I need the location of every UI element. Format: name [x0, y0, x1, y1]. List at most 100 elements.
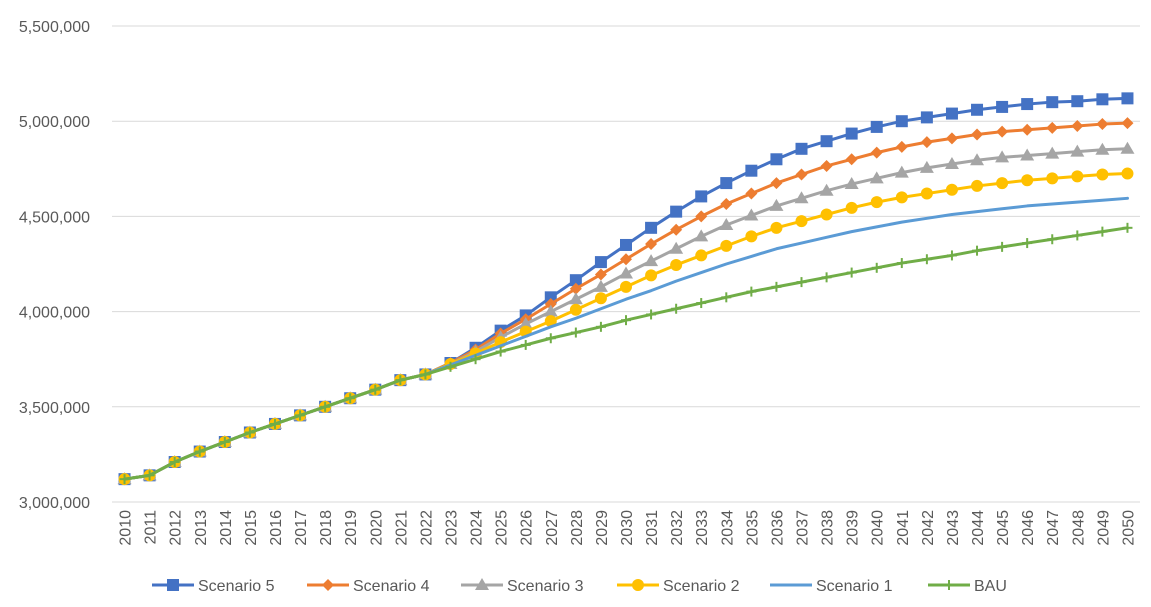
data-point-scenario-2 — [720, 239, 733, 252]
data-point-scenario-2 — [745, 230, 758, 243]
x-tick-label: 2028 — [569, 510, 586, 546]
data-point-scenario-4 — [945, 132, 958, 145]
data-point-bau — [721, 292, 732, 303]
legend-label: BAU — [974, 578, 1007, 595]
data-point-scenario-5 — [1096, 93, 1109, 106]
data-point-bau — [495, 346, 506, 357]
data-point-bau — [144, 470, 155, 481]
data-point-scenario-2 — [971, 179, 984, 192]
legend-item-scenario-5: Scenario 5 — [152, 578, 275, 595]
grid-lines — [112, 25, 1140, 503]
data-point-scenario-2 — [1071, 170, 1084, 183]
x-tick-label: 2013 — [193, 510, 210, 546]
data-point-scenario-5 — [1046, 96, 1059, 109]
data-point-scenario-3 — [894, 165, 909, 178]
series-lines — [117, 92, 1135, 486]
data-point-scenario-3 — [1070, 144, 1085, 157]
data-point-bau — [671, 303, 682, 314]
data-point-bau — [771, 281, 782, 292]
data-point-scenario-3 — [1095, 142, 1110, 155]
series-line-scenario-2 — [123, 172, 1129, 481]
series-scenario-4 — [118, 117, 1134, 486]
data-point-bau — [169, 457, 180, 468]
data-point-scenario-4 — [594, 268, 607, 281]
data-point-bau — [470, 354, 481, 365]
data-point-bau — [345, 393, 356, 404]
x-tick-label: 2032 — [669, 510, 686, 546]
x-tick-label: 2036 — [769, 510, 786, 546]
data-point-scenario-2 — [1096, 168, 1109, 181]
data-point-scenario-3 — [944, 157, 959, 170]
x-tick-label: 2023 — [443, 510, 460, 546]
data-point-scenario-5 — [895, 115, 908, 128]
data-point-bau — [1047, 234, 1058, 245]
data-point-bau — [1072, 230, 1083, 241]
x-tick-label: 2050 — [1120, 510, 1137, 546]
data-point-scenario-2 — [945, 183, 958, 196]
data-point-scenario-3 — [619, 266, 633, 279]
x-tick-label: 2014 — [218, 510, 235, 546]
series-line-bau — [123, 226, 1129, 481]
data-point-scenario-4 — [971, 128, 984, 141]
x-tick-label: 2049 — [1095, 510, 1112, 546]
data-point-scenario-5 — [620, 238, 632, 251]
x-tick-label: 2042 — [920, 510, 937, 546]
x-tick-label: 2019 — [343, 510, 360, 546]
data-point-scenario-5 — [594, 256, 607, 269]
data-point-bau — [119, 474, 130, 485]
x-tick-label: 2043 — [945, 510, 962, 546]
legend: Scenario 5 Scenario 4 Scenario 3 Scenario 2… — [152, 578, 1007, 595]
x-tick-label: 2035 — [744, 510, 761, 546]
data-point-scenario-5 — [1071, 95, 1084, 108]
data-point-scenario-5 — [870, 120, 883, 133]
data-point-bau — [395, 375, 406, 386]
data-point-scenario-3 — [644, 254, 659, 267]
data-point-scenario-4 — [845, 153, 858, 166]
legend-label: Scenario 5 — [198, 578, 275, 595]
legend-item-scenario-3: Scenario 3 — [461, 578, 584, 595]
data-point-scenario-5 — [745, 164, 758, 177]
data-point-scenario-4 — [1096, 118, 1109, 131]
data-point-scenario-4 — [670, 223, 683, 236]
data-point-scenario-4 — [820, 159, 833, 172]
x-tick-label: 2030 — [619, 510, 636, 546]
legend-swatch-marker — [632, 579, 644, 591]
data-point-bau — [370, 384, 381, 395]
data-point-bau — [219, 437, 230, 448]
data-point-scenario-4 — [770, 177, 783, 190]
data-point-bau — [244, 427, 255, 438]
data-point-scenario-4 — [1121, 117, 1134, 130]
data-point-scenario-4 — [870, 146, 883, 159]
data-point-bau — [445, 361, 456, 372]
data-point-scenario-4 — [1021, 123, 1034, 136]
data-point-scenario-4 — [1046, 121, 1059, 134]
legend-label: Scenario 2 — [663, 578, 740, 595]
x-tick-label: 2046 — [1020, 510, 1037, 546]
data-point-scenario-2 — [594, 292, 607, 305]
data-point-scenario-4 — [795, 168, 808, 181]
data-point-scenario-5 — [695, 190, 708, 203]
data-point-bau — [295, 410, 306, 421]
data-point-bau — [1022, 238, 1033, 249]
y-tick-label: 5,000,000 — [19, 114, 90, 131]
data-point-scenario-3 — [543, 304, 558, 317]
series-scenario-3 — [117, 141, 1135, 485]
data-point-scenario-4 — [645, 238, 658, 251]
data-point-scenario-3 — [669, 241, 684, 254]
data-point-scenario-3 — [769, 198, 784, 211]
data-point-scenario-5 — [971, 103, 984, 116]
data-point-scenario-3 — [1020, 148, 1035, 161]
legend-swatch-marker — [475, 578, 489, 590]
data-point-scenario-3 — [1120, 141, 1135, 154]
data-point-scenario-2 — [920, 187, 933, 200]
data-point-scenario-4 — [620, 253, 632, 266]
data-point-scenario-2 — [569, 303, 582, 316]
legend-item-scenario-1: Scenario 1 — [770, 578, 893, 595]
x-axis: 2010 2011 2012 2013 2014 2015 2016 2017 2018 2019… — [118, 510, 1138, 546]
legend-item-bau: BAU — [928, 578, 1007, 595]
x-tick-label: 2045 — [995, 510, 1012, 546]
data-point-bau — [1122, 222, 1133, 233]
data-point-scenario-3 — [568, 292, 583, 305]
data-point-scenario-5 — [795, 142, 808, 155]
